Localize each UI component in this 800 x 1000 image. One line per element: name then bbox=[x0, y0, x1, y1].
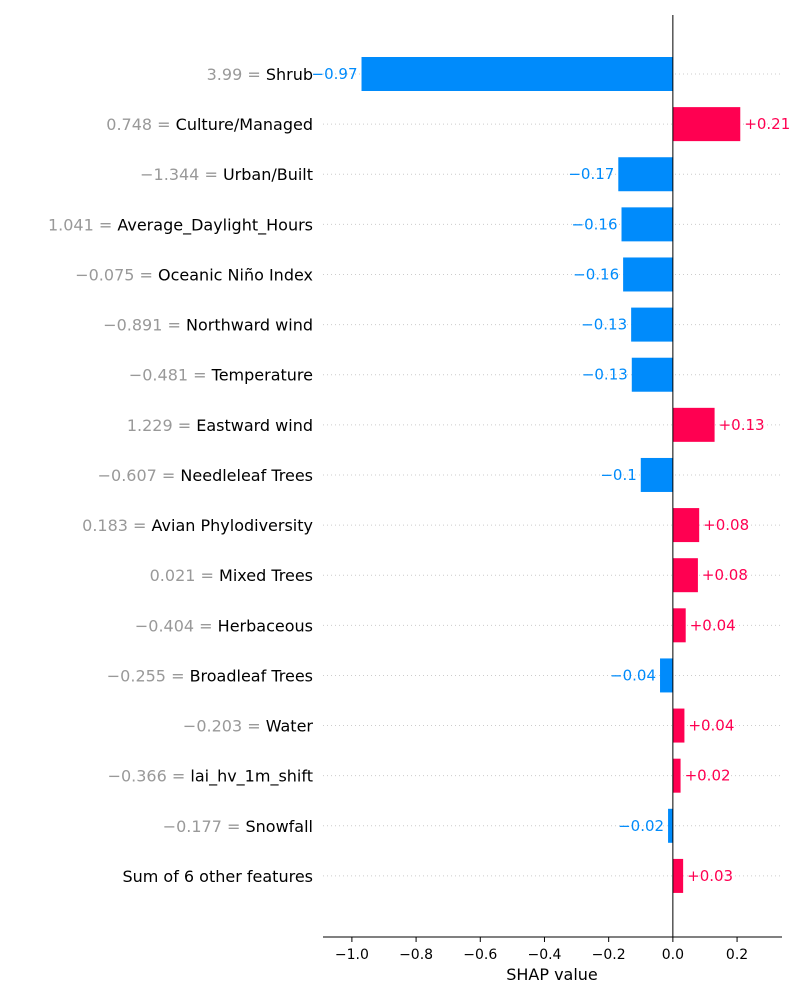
feature-value: −0.891 = bbox=[103, 316, 186, 335]
feature-value: 1.041 = bbox=[48, 215, 117, 234]
feature-name: Snowfall bbox=[246, 817, 314, 836]
shap-value-label: +0.08 bbox=[702, 566, 748, 584]
feature-name: Average_Daylight_Hours bbox=[117, 215, 313, 235]
shap-value-label: +0.04 bbox=[690, 616, 736, 634]
shap-value-label: −0.02 bbox=[618, 817, 664, 835]
feature-value: 0.021 = bbox=[150, 566, 219, 585]
feature-name: Temperature bbox=[211, 366, 313, 385]
feature-name: Urban/Built bbox=[223, 165, 313, 184]
shap-bar bbox=[660, 658, 673, 693]
feature-name: Sum of 6 other features bbox=[122, 867, 313, 886]
shap-bar bbox=[631, 307, 673, 342]
feature-value: 0.748 = bbox=[106, 115, 175, 134]
shap-value-label: −0.97 bbox=[312, 65, 358, 83]
feature-value: −0.481 = bbox=[129, 366, 212, 385]
feature-label: −0.203 = Water bbox=[183, 717, 314, 736]
feature-name: Water bbox=[266, 717, 314, 736]
feature-name: Northward wind bbox=[186, 316, 313, 335]
shap-value-label: −0.16 bbox=[572, 215, 618, 233]
feature-label: −0.891 = Northward wind bbox=[103, 316, 313, 335]
grid-lines bbox=[323, 73, 782, 877]
feature-value: −1.344 = bbox=[140, 165, 223, 184]
feature-label: −0.404 = Herbaceous bbox=[135, 616, 313, 635]
feature-name: Herbaceous bbox=[218, 616, 313, 635]
shap-bar bbox=[631, 357, 673, 392]
shap-bar bbox=[621, 207, 673, 242]
shap-value-label: −0.16 bbox=[573, 265, 619, 283]
feature-name: Eastward wind bbox=[196, 416, 313, 435]
x-tick-label: −1.0 bbox=[335, 947, 369, 963]
x-axis: −1.0 −0.8 −0.6 −0.4 −0.2 0.0 0.2 bbox=[323, 936, 782, 963]
feature-label: −0.075 = Oceanic Niño Index bbox=[75, 265, 313, 284]
feature-value: −0.255 = bbox=[107, 666, 190, 685]
x-tick-label: −0.8 bbox=[399, 947, 433, 963]
x-tick-label: 0.2 bbox=[726, 947, 748, 963]
feature-label: −0.607 = Needleleaf Trees bbox=[98, 466, 313, 485]
shap-value-label: +0.21 bbox=[744, 115, 790, 133]
shap-bar bbox=[672, 758, 681, 793]
feature-labels: −0.973.99 = Shrub+0.210.748 = Culture/Ma… bbox=[48, 65, 790, 886]
shap-bar bbox=[618, 157, 673, 192]
feature-value: −0.203 = bbox=[183, 717, 266, 736]
feature-label: 3.99 = Shrub bbox=[207, 65, 313, 84]
feature-name: Oceanic Niño Index bbox=[158, 265, 313, 284]
shap-value-label: +0.03 bbox=[687, 867, 733, 885]
x-tick-label: −0.4 bbox=[527, 947, 561, 963]
feature-name: Needleleaf Trees bbox=[180, 466, 313, 485]
feature-value: −0.177 = bbox=[163, 817, 246, 836]
feature-value: −0.366 = bbox=[108, 767, 191, 786]
feature-label: Sum of 6 other features bbox=[122, 867, 313, 886]
shap-bar bbox=[672, 558, 698, 593]
feature-value: −0.404 = bbox=[135, 616, 218, 635]
feature-name: Broadleaf Trees bbox=[190, 666, 313, 685]
feature-name: Shrub bbox=[266, 65, 313, 84]
shap-value-label: +0.08 bbox=[703, 516, 749, 534]
feature-name: Avian Phylodiversity bbox=[152, 516, 313, 535]
shap-value-label: −0.1 bbox=[600, 466, 636, 484]
shap-bar bbox=[361, 57, 673, 91]
x-axis-title: SHAP value bbox=[506, 965, 598, 984]
feature-value: 0.183 = bbox=[82, 516, 151, 535]
feature-label: −0.255 = Broadleaf Trees bbox=[107, 666, 313, 685]
feature-label: 1.041 = Average_Daylight_Hours bbox=[48, 215, 313, 235]
x-tick-label: 0.0 bbox=[662, 947, 684, 963]
shap-value-label: +0.02 bbox=[685, 767, 731, 785]
feature-value: −0.075 = bbox=[75, 265, 158, 284]
feature-label: −1.344 = Urban/Built bbox=[140, 165, 313, 184]
feature-label: 0.021 = Mixed Trees bbox=[150, 566, 313, 585]
feature-name: Culture/Managed bbox=[176, 115, 313, 134]
shap-bar bbox=[668, 808, 673, 843]
shap-value-label: −0.13 bbox=[582, 366, 628, 384]
shap-value-label: +0.04 bbox=[688, 717, 734, 735]
shap-bar bbox=[640, 457, 673, 492]
feature-value: −0.607 = bbox=[98, 466, 181, 485]
shap-bar bbox=[672, 858, 684, 893]
feature-label: 1.229 = Eastward wind bbox=[127, 416, 313, 435]
shap-value-label: +0.13 bbox=[719, 416, 765, 434]
shap-value-label: −0.04 bbox=[610, 666, 656, 684]
x-tick-label: −0.6 bbox=[463, 947, 497, 963]
shap-bar bbox=[672, 508, 700, 543]
shap-bar bbox=[672, 708, 685, 743]
x-tick-label: −0.2 bbox=[592, 947, 626, 963]
feature-label: −0.366 = lai_hv_1m_shift bbox=[108, 767, 313, 787]
shap-bar bbox=[672, 608, 686, 643]
shap-value-label: −0.17 bbox=[568, 165, 614, 183]
shap-value-label: −0.13 bbox=[581, 316, 627, 334]
feature-name: lai_hv_1m_shift bbox=[190, 767, 313, 787]
feature-label: 0.183 = Avian Phylodiversity bbox=[82, 516, 313, 535]
feature-label: 0.748 = Culture/Managed bbox=[106, 115, 313, 134]
feature-value: 3.99 = bbox=[207, 65, 266, 84]
bars bbox=[361, 57, 741, 893]
shap-bar bbox=[623, 257, 673, 292]
shap-bar bbox=[672, 107, 741, 142]
feature-label: −0.177 = Snowfall bbox=[163, 817, 313, 836]
feature-value: 1.229 = bbox=[127, 416, 196, 435]
shap-bar bbox=[672, 407, 715, 442]
feature-name: Mixed Trees bbox=[219, 566, 313, 585]
feature-label: −0.481 = Temperature bbox=[129, 366, 313, 385]
